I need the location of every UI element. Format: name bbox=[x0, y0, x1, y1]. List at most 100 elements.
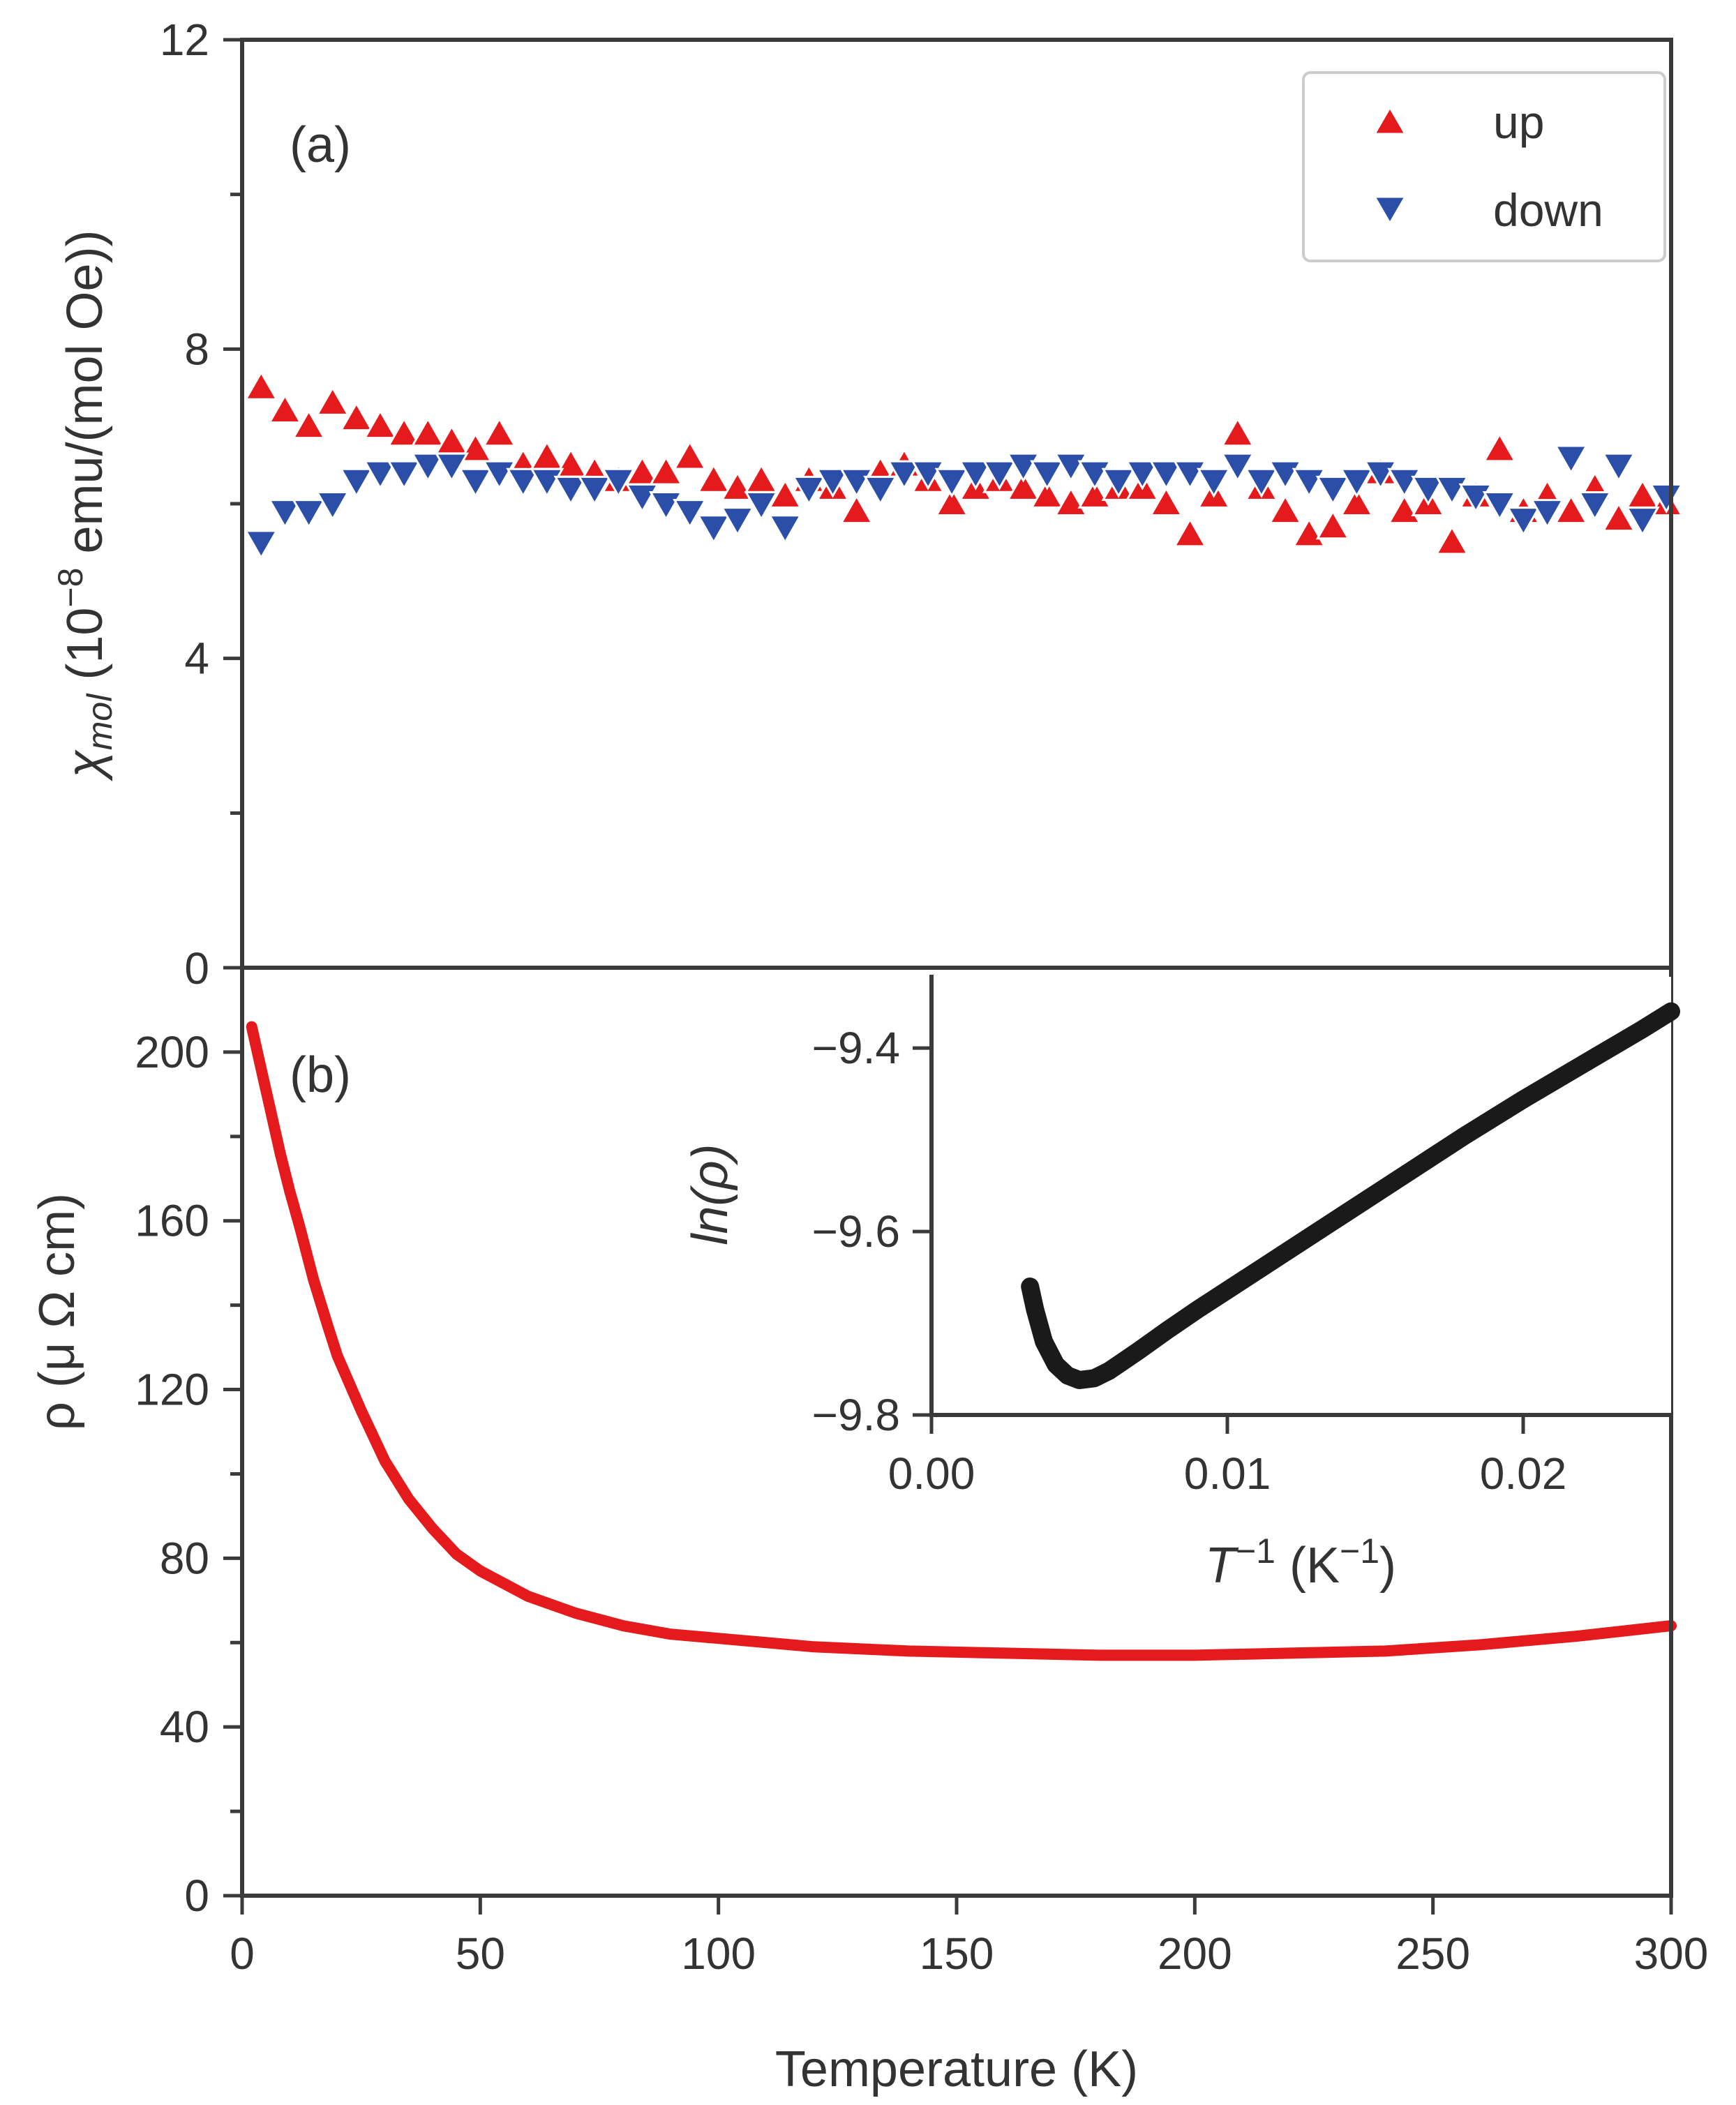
up-point bbox=[696, 463, 731, 493]
resistivity-curve bbox=[246, 1021, 1677, 1661]
up-point bbox=[1172, 517, 1208, 548]
inset-x-tick-label: 0.00 bbox=[888, 1448, 975, 1499]
inset-x-base-exp: −1 bbox=[1236, 1531, 1275, 1571]
down-point bbox=[1197, 467, 1232, 498]
y-tick-label: 8 bbox=[184, 324, 209, 374]
up-point bbox=[1005, 470, 1041, 501]
inset-y-axis-label: ln(ρ) bbox=[682, 1144, 738, 1245]
down-point bbox=[1578, 491, 1612, 522]
down-point bbox=[1244, 467, 1279, 498]
inset-y-tick-label: −9.6 bbox=[812, 1206, 900, 1257]
panel-b-label: (b) bbox=[290, 1047, 351, 1103]
down-point bbox=[1220, 452, 1255, 483]
up-point bbox=[244, 370, 278, 400]
down-point bbox=[363, 460, 398, 490]
chi-symbol: χ bbox=[57, 749, 113, 782]
up-point bbox=[1315, 509, 1350, 540]
legend-box bbox=[1302, 71, 1666, 262]
x-tick-label: 300 bbox=[1634, 1928, 1709, 1979]
inset-ln-rho-vs-inverse-t: −9.8−9.6−9.4 0.00 0.01 0.02 ln(ρ) T−1 (K−1… bbox=[682, 975, 1680, 1594]
panel-a-magnetic-susceptibility: 4 8 12 0 (a) χmol (10−8 emu/(mol Oe)) up do… bbox=[51, 15, 1684, 994]
panel-b-x-ticks: 0 50 100 150 200 250 300 bbox=[230, 1896, 1708, 1979]
down-point bbox=[1554, 444, 1589, 475]
down-point bbox=[720, 507, 755, 537]
inset-x-ticks: 0.00 0.01 0.02 bbox=[888, 1415, 1566, 1499]
up-point bbox=[339, 401, 374, 432]
down-point bbox=[1411, 475, 1446, 506]
down-point bbox=[244, 530, 278, 560]
down-point bbox=[1148, 460, 1183, 490]
up-point bbox=[1339, 486, 1375, 516]
down-point bbox=[696, 514, 731, 545]
down-point bbox=[958, 460, 993, 490]
legend-up-label: up bbox=[1493, 96, 1544, 148]
down-point bbox=[744, 491, 779, 522]
legend-down-label: down bbox=[1493, 184, 1603, 236]
panel-b-resistivity: 0 40 80 120 160 200 0 50 100 150 200 250 300 (b) ρ … bbox=[29, 966, 1708, 2097]
up-point bbox=[1601, 502, 1636, 532]
down-point bbox=[1506, 507, 1541, 537]
inset-x-base: T bbox=[1205, 1538, 1239, 1594]
x-tick-label: 250 bbox=[1395, 1928, 1470, 1979]
down-point bbox=[458, 467, 493, 498]
down-point bbox=[577, 475, 612, 506]
down-point bbox=[1125, 460, 1160, 490]
y-tick-label: 0 bbox=[184, 943, 209, 994]
down-point bbox=[434, 452, 469, 483]
down-point bbox=[601, 467, 636, 498]
x-tick-label: 200 bbox=[1158, 1928, 1232, 1979]
y-unit-prefix: (10 bbox=[57, 608, 113, 694]
down-point bbox=[291, 499, 327, 530]
inset-y-ticks: −9.8 −9.6 −9.4 bbox=[812, 1023, 931, 1440]
down-point bbox=[1315, 475, 1350, 506]
up-point bbox=[1148, 486, 1183, 516]
up-point bbox=[458, 432, 493, 463]
panel-b-y-axis-label: ρ (μ Ω cm) bbox=[29, 1193, 85, 1430]
legend: up down bbox=[1302, 71, 1666, 262]
inset-x-unit-prefix: (K bbox=[1275, 1538, 1340, 1594]
down-point bbox=[982, 460, 1017, 490]
up-point bbox=[934, 486, 969, 516]
down-point bbox=[673, 499, 708, 530]
panel-a-y-axis-label: χmol (10−8 emu/(mol Oe)) bbox=[51, 230, 119, 781]
legend-down-marker bbox=[1372, 195, 1407, 225]
up-point bbox=[1268, 494, 1303, 525]
y-tick-label: 40 bbox=[160, 1702, 209, 1752]
inset-x-tick-label: 0.01 bbox=[1184, 1448, 1271, 1499]
chi-subscript: mol bbox=[80, 693, 119, 750]
up-point bbox=[267, 393, 303, 424]
up-point bbox=[744, 463, 779, 493]
up-point bbox=[1482, 432, 1517, 463]
panel-b-y-ticks: 0 40 80 120 160 200 bbox=[135, 966, 242, 1921]
up-point bbox=[387, 417, 421, 447]
down-point bbox=[791, 475, 826, 506]
down-point bbox=[768, 514, 802, 545]
down-point bbox=[887, 460, 922, 490]
up-point bbox=[482, 417, 517, 447]
y-tick-label: 120 bbox=[135, 1365, 209, 1415]
up-point bbox=[315, 385, 350, 416]
down-point bbox=[315, 491, 350, 522]
y-tick-label: 0 bbox=[184, 1871, 209, 1921]
y-unit-exponent: −8 bbox=[51, 568, 90, 608]
down-point bbox=[1482, 491, 1517, 522]
panel-b-x-axis-label: Temperature (K) bbox=[775, 2042, 1138, 2097]
y-tick-label: 12 bbox=[160, 15, 209, 65]
inset-x-axis-label: T−1 (K−1) bbox=[1205, 1531, 1396, 1594]
up-point bbox=[530, 440, 564, 470]
up-point bbox=[410, 417, 445, 447]
legend-up-marker bbox=[1372, 105, 1407, 135]
up-point bbox=[839, 494, 874, 525]
down-point bbox=[553, 475, 588, 506]
up-point bbox=[291, 409, 327, 440]
y-tick-label: 160 bbox=[135, 1196, 209, 1246]
down-point bbox=[1625, 507, 1660, 537]
down-point bbox=[1649, 483, 1684, 514]
x-tick-label: 100 bbox=[681, 1928, 756, 1979]
down-point bbox=[339, 467, 374, 498]
ln-rho-curve bbox=[1021, 1002, 1680, 1389]
down-point bbox=[863, 475, 898, 506]
up-point bbox=[768, 478, 802, 509]
inset-y-tick-label: −9.8 bbox=[812, 1390, 900, 1440]
